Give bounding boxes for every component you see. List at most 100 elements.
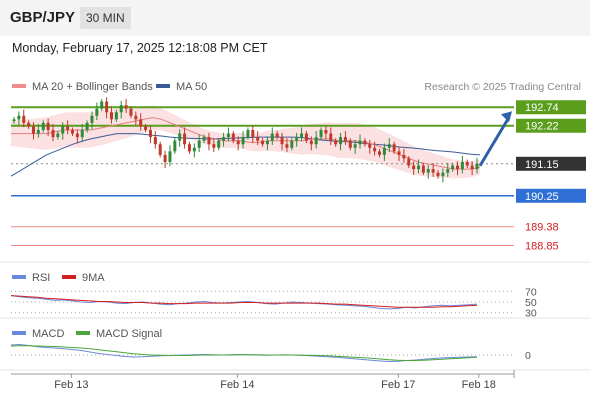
candle [56, 133, 60, 138]
candle [173, 140, 177, 152]
candle [168, 151, 172, 162]
macd-tick-label: 0 [525, 350, 531, 362]
level-label: 192.22 [525, 121, 559, 133]
candle [363, 140, 367, 145]
candle [163, 154, 167, 162]
candle [12, 119, 16, 122]
candle [280, 137, 284, 145]
legend-swatch [156, 84, 170, 88]
candle [226, 133, 230, 138]
candle [153, 137, 157, 145]
candle [119, 105, 123, 113]
candle [41, 122, 45, 130]
candle [436, 172, 440, 177]
candle [241, 137, 245, 145]
source-credit: Research © 2025 Trading Central [424, 81, 581, 93]
candle [290, 140, 294, 148]
candle [251, 130, 255, 138]
candle [421, 165, 425, 173]
rsi-legend-label: RSI [32, 272, 50, 284]
candle [407, 158, 411, 166]
header-bar: GBP/JPY 30 MIN [0, 0, 590, 36]
candle [319, 130, 323, 138]
macd-legend-swatch [76, 331, 90, 335]
candle [202, 137, 206, 141]
candle [109, 112, 113, 120]
candle [270, 133, 274, 141]
level-tag [516, 156, 586, 171]
x-tick-label: Feb 17 [381, 379, 415, 391]
rsi-tick-label: 50 [525, 297, 537, 309]
candle [324, 130, 328, 134]
candle [339, 137, 343, 145]
x-tick-label: Feb 13 [54, 379, 88, 391]
candle [261, 140, 265, 145]
candle [187, 144, 191, 152]
rsi-legend-label: 9MA [82, 272, 105, 284]
candle [31, 126, 35, 134]
candle [460, 162, 464, 170]
candle [197, 140, 201, 148]
ma50-line [10, 133, 481, 177]
candle [212, 144, 216, 148]
candle [90, 115, 94, 123]
candle [373, 147, 377, 152]
rsi-ma9-line [10, 295, 478, 308]
candle [178, 133, 182, 141]
candle [417, 165, 421, 170]
candle [134, 115, 138, 120]
candle [51, 130, 55, 138]
rsi-tick-label: 70 [525, 286, 537, 298]
candle [231, 133, 235, 141]
candle [309, 140, 313, 145]
timeframe-button[interactable]: 30 MIN [80, 7, 131, 29]
candle [265, 140, 269, 145]
candle [387, 144, 391, 148]
candle [46, 122, 50, 130]
macd-signal-line [10, 345, 478, 361]
candle [334, 140, 338, 145]
candle [348, 140, 352, 148]
candle [100, 101, 104, 109]
candle [304, 133, 308, 141]
candle [80, 130, 84, 138]
candle [256, 137, 260, 141]
candle [441, 172, 445, 177]
candle [236, 140, 240, 145]
candle [75, 133, 79, 138]
candle [114, 112, 118, 120]
ma20-line [11, 117, 481, 170]
macd-legend-label: MACD [32, 328, 64, 340]
macd-line [10, 343, 478, 363]
level-tag [516, 100, 586, 115]
candle [412, 165, 416, 170]
candle [382, 147, 386, 155]
candle [183, 133, 187, 145]
candle [465, 162, 469, 166]
rsi-tick-label: 30 [525, 308, 537, 320]
level-label: 191.15 [525, 159, 559, 171]
candle [61, 126, 65, 134]
candle [475, 163, 479, 170]
candle [343, 137, 347, 141]
level-label: 190.25 [525, 191, 559, 203]
candle [402, 154, 406, 159]
candle [431, 169, 435, 173]
candle [36, 130, 40, 134]
candle [124, 105, 128, 109]
forecast-arrow [478, 116, 511, 167]
level-label: 188.85 [525, 241, 559, 253]
candle [105, 101, 109, 113]
candle [95, 108, 99, 116]
candle [275, 133, 279, 138]
candle [392, 144, 396, 152]
candle [446, 169, 450, 173]
chart-datetime: Monday, February 17, 2025 12:18:08 PM CE… [12, 41, 268, 55]
legend-label: MA 20 + Bollinger Bands [32, 81, 153, 93]
candle [129, 108, 133, 116]
rsi-line [10, 295, 478, 310]
x-tick-label: Feb 18 [462, 379, 496, 391]
candle [358, 140, 362, 145]
candle [295, 137, 299, 141]
macd-legend-swatch [12, 331, 26, 335]
